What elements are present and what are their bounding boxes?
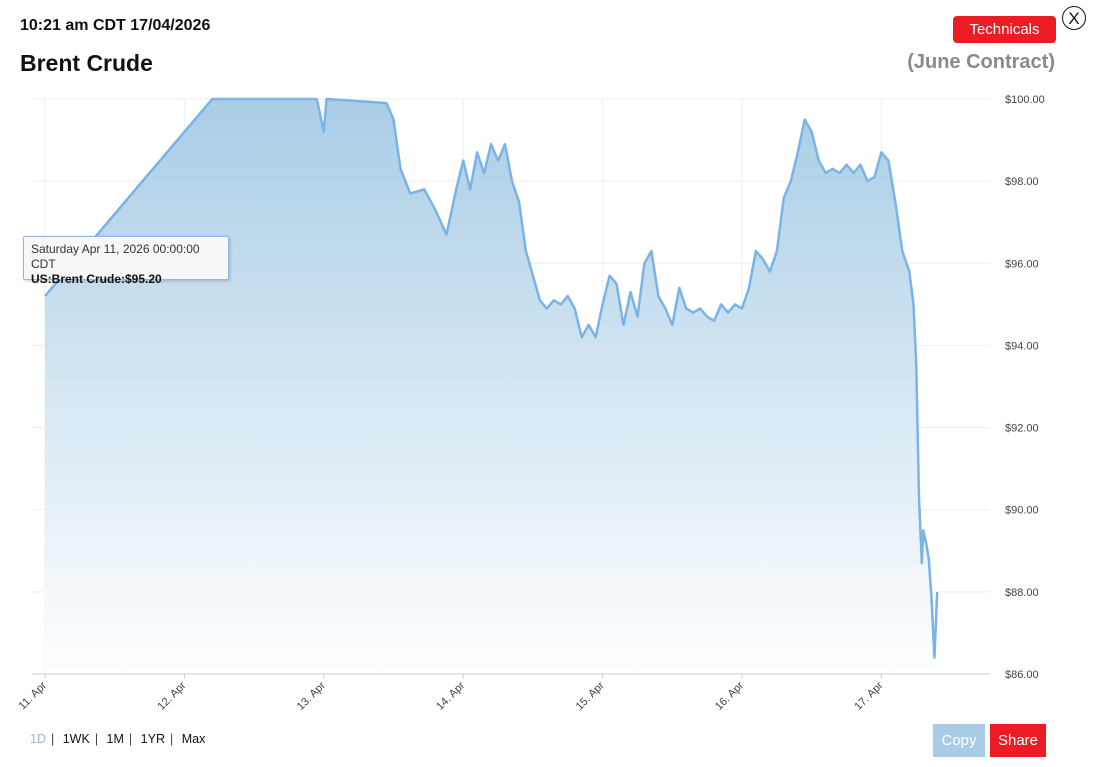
share-button[interactable]: Share xyxy=(990,724,1046,757)
y-tick-label: $86.00 xyxy=(1005,669,1039,681)
contract-label: (June Contract) xyxy=(907,51,1055,73)
y-tick-label: $88.00 xyxy=(1005,587,1039,599)
x-tick-label: 15. Apr xyxy=(574,679,607,712)
range-1wk[interactable]: 1WK xyxy=(62,732,90,746)
x-tick-label: 14. Apr xyxy=(434,679,467,712)
series-area xyxy=(44,97,939,674)
tooltip-value: US:Brent Crude:$95.20 xyxy=(31,272,162,286)
x-tick-label: 12. Apr xyxy=(155,679,188,712)
x-tick-label: 16. Apr xyxy=(713,679,746,712)
chart-title: Brent Crude xyxy=(20,50,153,76)
range-1yr[interactable]: 1YR xyxy=(140,732,165,746)
y-tick-label: $90.00 xyxy=(1005,505,1039,517)
technicals-button[interactable]: Technicals xyxy=(953,16,1056,43)
range-selector: 1D | 1WK | 1M | 1YR | Max xyxy=(30,732,206,746)
chart-tooltip: Saturday Apr 11, 2026 00:00:00 CDT US:Br… xyxy=(23,236,229,286)
series-line xyxy=(44,97,939,659)
y-tick-label: $100.00 xyxy=(1005,94,1045,106)
y-tick-label: $98.00 xyxy=(1005,176,1039,188)
y-tick-label: $96.00 xyxy=(1005,258,1039,270)
y-tick-label: $92.00 xyxy=(1005,423,1039,435)
range-1d[interactable]: 1D xyxy=(30,732,46,746)
x-tick-label: 13. Apr xyxy=(295,679,328,712)
series-area-fill xyxy=(45,99,938,674)
y-tick-label: $94.00 xyxy=(1005,340,1039,352)
close-button[interactable]: X xyxy=(1062,6,1086,30)
tooltip-date: Saturday Apr 11, 2026 00:00:00 CDT xyxy=(31,242,200,271)
copy-button[interactable]: Copy xyxy=(933,724,985,757)
range-max[interactable]: Max xyxy=(181,732,206,746)
x-tick-label: 17. Apr xyxy=(852,679,885,712)
timestamp: 10:21 am CDT 17/04/2026 xyxy=(20,17,211,34)
x-tick-label: 11. Apr xyxy=(17,679,50,712)
range-1m[interactable]: 1M xyxy=(106,732,124,746)
